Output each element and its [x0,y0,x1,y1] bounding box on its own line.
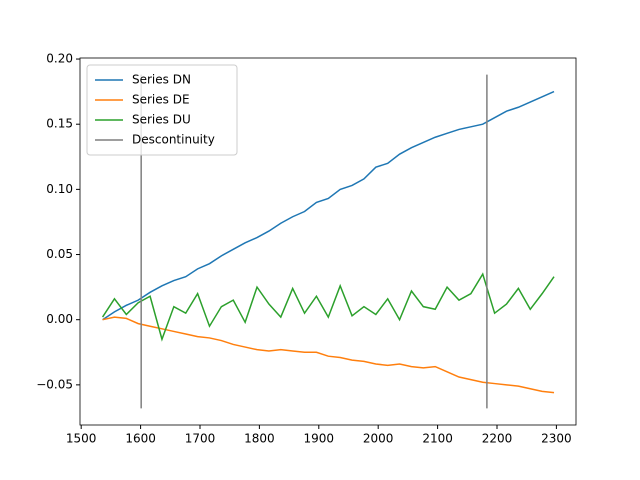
legend-label: Series DN [132,73,191,87]
y-tick-label: 0.05 [46,247,73,261]
series-line [102,90,555,321]
legend-label: Descontinuity [132,133,215,147]
y-tick-label: 0.10 [46,182,73,196]
x-tick-label: 1900 [304,432,335,446]
series-line [101,272,555,342]
x-tick-label: 2100 [422,432,453,446]
y-tick-label: 0.15 [46,117,73,131]
x-tick-label: 1800 [244,432,275,446]
y-tick-label: 0.00 [46,312,73,326]
plot-frame [79,57,577,426]
x-tick-label: 1500 [66,432,97,446]
x-tick-label: 1600 [125,432,156,446]
legend-label: Series DU [132,113,191,127]
y-tick-label: 0.20 [46,52,73,66]
series-line [102,316,555,394]
legend-box [86,64,238,156]
x-tick-label: 2000 [363,432,394,446]
x-tick-label: 2300 [541,432,572,446]
x-tick-label: 2200 [482,432,513,446]
y-tick-label: −0.05 [36,377,73,391]
x-tick-label: 1700 [185,432,216,446]
legend-label: Series DE [132,93,190,107]
